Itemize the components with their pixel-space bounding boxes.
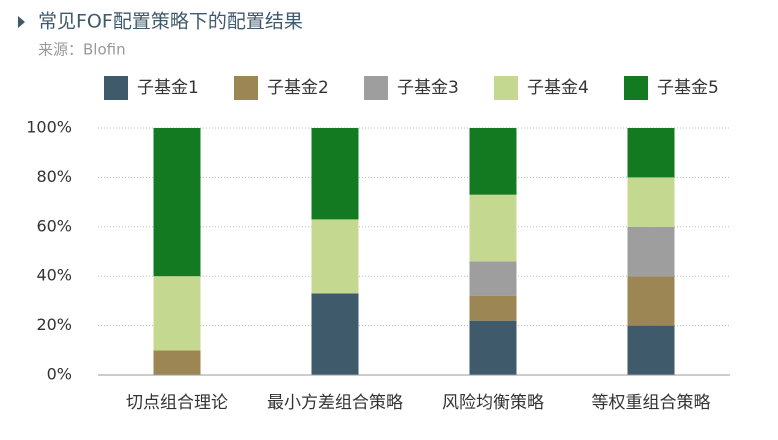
y-tick-label: 40%	[36, 266, 72, 285]
bar-segment	[627, 276, 675, 326]
bar-segment	[627, 128, 675, 178]
legend-label: 子基金2	[267, 78, 329, 98]
bar-segment	[469, 320, 517, 375]
legend-label: 子基金3	[397, 78, 459, 98]
legend-swatch	[104, 76, 128, 100]
bar-segment	[627, 226, 675, 277]
bar-segment	[153, 350, 201, 375]
y-tick-label: 100%	[26, 118, 72, 137]
bar-segment	[311, 293, 359, 375]
bar-segment	[469, 128, 517, 195]
y-tick-label: 0%	[47, 365, 72, 384]
y-tick-label: 20%	[36, 315, 72, 334]
legend-swatch	[494, 76, 518, 100]
x-tick-label: 风险均衡策略	[442, 393, 544, 413]
chart-title: 常见FOF配置策略下的配置结果	[38, 11, 303, 33]
x-tick-label: 最小方差组合策略	[267, 393, 403, 413]
bar-segment	[627, 325, 675, 375]
legend-label: 子基金4	[527, 78, 589, 98]
bar-segment	[311, 128, 359, 220]
legend-label: 子基金1	[137, 78, 199, 98]
bar-segment	[627, 177, 675, 227]
legend-label: 子基金5	[657, 78, 719, 98]
bar-segment	[469, 295, 517, 321]
legend-swatch	[624, 76, 648, 100]
bar-segment	[153, 128, 201, 277]
bar-segment	[153, 276, 201, 351]
x-tick-label: 切点组合理论	[126, 393, 228, 413]
y-tick-label: 80%	[36, 167, 72, 186]
bar-segment	[469, 194, 517, 262]
bar-segment	[469, 261, 517, 296]
legend-swatch	[234, 76, 258, 100]
bar-segment	[311, 219, 359, 294]
title-marker	[18, 16, 25, 28]
x-tick-label: 等权重组合策略	[592, 393, 711, 413]
chart-subtitle: 来源：Blofin	[38, 41, 126, 59]
legend-swatch	[364, 76, 388, 100]
y-tick-label: 60%	[36, 216, 72, 235]
